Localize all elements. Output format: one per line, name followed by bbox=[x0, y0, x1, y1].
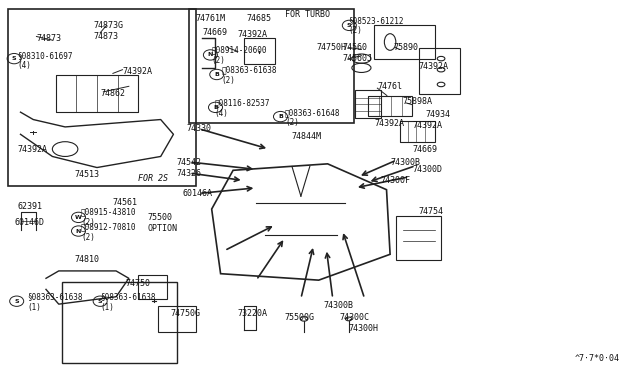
Text: 75898A: 75898A bbox=[403, 97, 433, 106]
Text: 60146D: 60146D bbox=[14, 218, 44, 227]
Bar bbox=[355, 90, 381, 118]
Text: W: W bbox=[75, 215, 82, 220]
Text: B: B bbox=[213, 105, 218, 110]
Text: 74873: 74873 bbox=[36, 34, 61, 43]
Text: 73220A: 73220A bbox=[237, 309, 267, 318]
Text: B: B bbox=[214, 72, 220, 77]
Text: Ⓑ08116-82537
(4): Ⓑ08116-82537 (4) bbox=[215, 99, 270, 118]
Bar bbox=[8, 9, 196, 186]
Text: 74392A: 74392A bbox=[17, 145, 47, 154]
Text: 74750H: 74750H bbox=[317, 43, 347, 52]
Text: Ⓑ08363-61638
(2): Ⓑ08363-61638 (2) bbox=[221, 65, 276, 85]
Text: 74750G: 74750G bbox=[170, 309, 200, 318]
Text: ⓝ08914-20600
(2): ⓝ08914-20600 (2) bbox=[212, 45, 267, 65]
Bar bbox=[189, 9, 354, 123]
Text: 74300B: 74300B bbox=[323, 301, 353, 311]
Bar bbox=[244, 38, 275, 64]
Text: N: N bbox=[208, 52, 213, 57]
Text: 74669: 74669 bbox=[202, 28, 227, 37]
Bar bbox=[368, 96, 412, 116]
Text: FOR 2S: FOR 2S bbox=[138, 174, 168, 183]
Text: ^7·7*0·04: ^7·7*0·04 bbox=[575, 354, 620, 363]
Bar bbox=[138, 275, 167, 299]
Text: 74330: 74330 bbox=[186, 124, 211, 133]
Text: 74392A: 74392A bbox=[374, 119, 404, 128]
Text: B: B bbox=[278, 114, 283, 119]
Text: 74862: 74862 bbox=[100, 89, 125, 98]
Text: 75500G: 75500G bbox=[285, 312, 315, 321]
Text: S: S bbox=[14, 299, 19, 304]
Text: 74542: 74542 bbox=[177, 157, 202, 167]
Text: 74560: 74560 bbox=[342, 43, 367, 52]
Text: 74844M: 74844M bbox=[291, 132, 321, 141]
Text: Ⓑ08363-61648
(2): Ⓑ08363-61648 (2) bbox=[285, 108, 340, 127]
Text: 74392A: 74392A bbox=[412, 121, 442, 129]
Text: 74392A: 74392A bbox=[122, 67, 152, 76]
Text: 7476l: 7476l bbox=[378, 82, 403, 91]
Text: 74392A: 74392A bbox=[419, 61, 449, 71]
Text: 74754: 74754 bbox=[419, 207, 444, 217]
Text: N: N bbox=[76, 228, 81, 234]
Text: 74300F: 74300F bbox=[381, 176, 410, 185]
Text: 74561: 74561 bbox=[113, 198, 138, 207]
Bar bbox=[396, 215, 441, 260]
Text: 74685: 74685 bbox=[246, 13, 272, 22]
Text: 74934: 74934 bbox=[425, 109, 450, 119]
Text: 74810: 74810 bbox=[75, 255, 100, 264]
Text: S: S bbox=[12, 56, 17, 61]
Bar bbox=[419, 48, 460, 94]
Text: FOR TURBO: FOR TURBO bbox=[285, 10, 330, 19]
Bar bbox=[56, 75, 138, 112]
Text: 74669: 74669 bbox=[412, 145, 437, 154]
Text: Ⓦ08915-43810
(2): Ⓦ08915-43810 (2) bbox=[81, 208, 136, 227]
Text: 75500
OPTION: 75500 OPTION bbox=[148, 213, 178, 232]
Text: 74300D: 74300D bbox=[412, 165, 442, 174]
Text: 74761M: 74761M bbox=[196, 13, 226, 22]
Text: 74300B: 74300B bbox=[390, 157, 420, 167]
Text: S: S bbox=[98, 299, 102, 304]
Bar bbox=[374, 25, 435, 59]
Text: ⓝ08912-70810
(2): ⓝ08912-70810 (2) bbox=[81, 222, 136, 242]
Text: 74873G
74873: 74873G 74873 bbox=[94, 21, 124, 41]
Text: §08523-61212
(2): §08523-61212 (2) bbox=[349, 16, 404, 35]
Text: 74326: 74326 bbox=[177, 169, 202, 177]
Text: 74750: 74750 bbox=[125, 279, 150, 288]
Text: §08310-61697
(4): §08310-61697 (4) bbox=[17, 51, 73, 70]
Text: 74560J: 74560J bbox=[342, 54, 372, 63]
Text: 62391: 62391 bbox=[17, 202, 42, 211]
Text: §08363-61638
(1): §08363-61638 (1) bbox=[100, 293, 156, 312]
Text: 74300H: 74300H bbox=[349, 324, 379, 333]
Text: 74392A: 74392A bbox=[237, 30, 267, 39]
Bar bbox=[157, 306, 196, 332]
Text: S: S bbox=[347, 23, 351, 28]
Text: 60146A: 60146A bbox=[183, 189, 213, 198]
Bar bbox=[399, 121, 435, 142]
Text: §08363-61638
(1): §08363-61638 (1) bbox=[27, 293, 83, 312]
Text: 75890: 75890 bbox=[394, 43, 419, 52]
Text: 74300C: 74300C bbox=[339, 312, 369, 321]
Bar bbox=[62, 282, 177, 363]
Text: 74513: 74513 bbox=[75, 170, 100, 179]
